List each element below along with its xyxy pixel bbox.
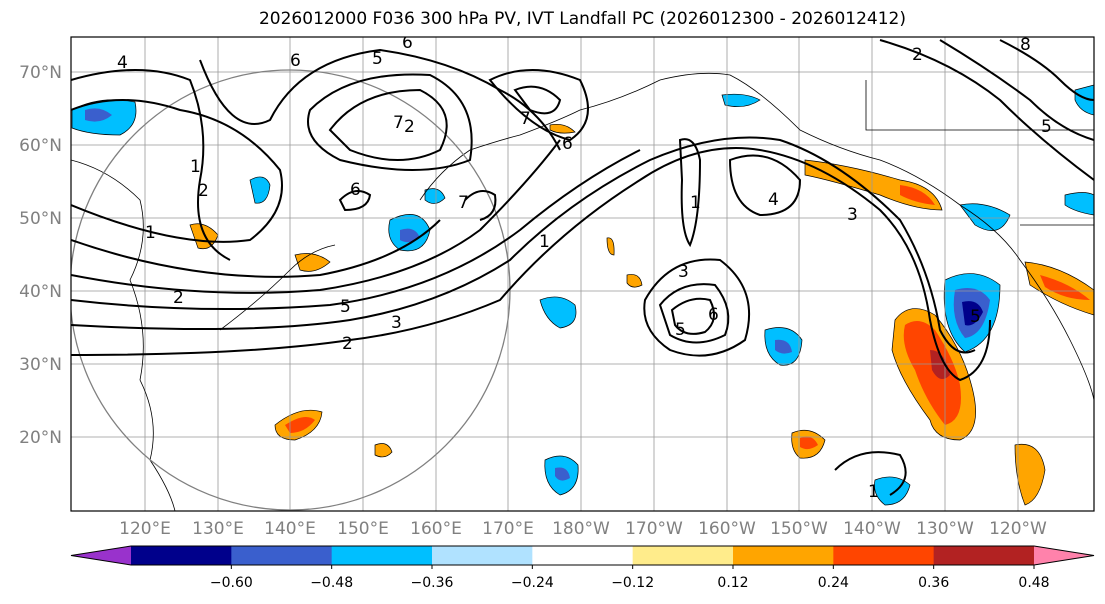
- colorbar-bin: [933, 546, 1035, 565]
- colorbar-extend-max: [1034, 546, 1094, 565]
- svg-text:170°W: 170°W: [625, 519, 683, 539]
- colorbar-bin: [733, 546, 834, 565]
- colorbar: −0.60 −0.48 −0.36 −0.24 −0.12 0.12 0.24 0.36 0.4…: [70, 545, 1095, 591]
- svg-text:40°N: 40°N: [19, 282, 62, 302]
- contour-labels: 4 6 5 6 2 1 7 2 6 7 6 1 5 3 2 2 1 7 1 3 …: [117, 33, 1052, 502]
- svg-text:140°E: 140°E: [264, 519, 316, 539]
- pv-anomaly-neg: [85, 108, 112, 122]
- svg-text:6: 6: [290, 51, 301, 71]
- svg-text:1: 1: [145, 223, 156, 243]
- svg-text:6: 6: [402, 33, 413, 53]
- colorbar-tick-label: −0.48: [310, 575, 353, 591]
- svg-text:4: 4: [768, 190, 779, 210]
- svg-text:5: 5: [340, 297, 351, 317]
- svg-text:20°N: 20°N: [19, 428, 62, 448]
- svg-text:130°E: 130°E: [192, 519, 244, 539]
- colorbar-bin: [532, 546, 634, 565]
- colorbar-bin: [833, 546, 935, 565]
- colorbar-tick-label: −0.60: [210, 575, 253, 591]
- svg-text:170°E: 170°E: [482, 519, 534, 539]
- svg-text:2: 2: [342, 334, 353, 354]
- plot-title: 2026012000 F036 300 hPa PV, IVT Landfall…: [258, 9, 906, 29]
- svg-text:130°W: 130°W: [916, 519, 974, 539]
- svg-text:1: 1: [868, 482, 879, 502]
- svg-text:60°N: 60°N: [19, 136, 62, 156]
- colorbar-tick-label: 0.48: [1018, 575, 1049, 591]
- svg-text:120°E: 120°E: [119, 519, 171, 539]
- svg-text:8: 8: [1020, 35, 1031, 55]
- svg-text:4: 4: [117, 53, 128, 73]
- svg-text:7: 7: [458, 193, 469, 213]
- colorbar-tick-label: −0.36: [411, 575, 454, 591]
- svg-text:120°W: 120°W: [989, 519, 1047, 539]
- colorbar-tick-label: 0.24: [818, 575, 849, 591]
- svg-text:5: 5: [1041, 117, 1052, 137]
- svg-text:6: 6: [350, 180, 361, 200]
- svg-text:5: 5: [372, 49, 383, 69]
- colorbar-bin: [432, 546, 533, 565]
- colorbar-extend-min: [71, 546, 131, 565]
- svg-text:2: 2: [404, 117, 415, 137]
- svg-text:3: 3: [391, 313, 402, 333]
- svg-text:140°W: 140°W: [843, 519, 901, 539]
- svg-text:1: 1: [190, 157, 201, 177]
- svg-text:1: 1: [539, 232, 550, 252]
- svg-text:1: 1: [690, 193, 701, 213]
- colorbar-tick-label: −0.24: [511, 575, 554, 591]
- svg-text:7: 7: [393, 113, 404, 133]
- colorbar-bin: [131, 546, 232, 565]
- svg-text:3: 3: [847, 205, 858, 225]
- svg-text:160°E: 160°E: [410, 519, 462, 539]
- longitude-labels: 120°E 130°E 140°E 150°E 160°E 170°E 180°…: [119, 519, 1047, 539]
- map-area: 4 6 5 6 2 1 7 2 6 7 6 1 5 3 2 2 1 7 1 3 …: [71, 33, 1094, 511]
- colorbar-tick-label: 0.12: [717, 575, 748, 591]
- colorbar-tick-label: 0.36: [918, 575, 949, 591]
- svg-text:5: 5: [970, 307, 981, 327]
- svg-text:7: 7: [520, 109, 531, 129]
- svg-text:150°E: 150°E: [337, 519, 389, 539]
- svg-text:3: 3: [678, 262, 689, 282]
- svg-text:160°W: 160°W: [698, 519, 756, 539]
- colorbar-bin: [231, 546, 333, 565]
- shading-layer: [71, 84, 1094, 506]
- colorbar-tick-label: −0.12: [611, 575, 654, 591]
- svg-text:150°W: 150°W: [770, 519, 828, 539]
- svg-text:30°N: 30°N: [19, 355, 62, 375]
- svg-text:2: 2: [173, 288, 184, 308]
- coastlines: [71, 72, 1094, 511]
- svg-text:2: 2: [198, 181, 209, 201]
- latitude-labels: 70°N 60°N 50°N 40°N 30°N 20°N: [19, 63, 62, 448]
- svg-text:70°N: 70°N: [19, 63, 62, 83]
- colorbar-bin: [331, 546, 433, 565]
- svg-text:50°N: 50°N: [19, 209, 62, 229]
- svg-text:180°W: 180°W: [552, 519, 610, 539]
- colorbar-outline: [70, 545, 1095, 566]
- svg-text:2: 2: [912, 45, 923, 65]
- colorbar-bin: [632, 546, 734, 565]
- svg-text:6: 6: [562, 134, 573, 154]
- svg-text:5: 5: [675, 320, 686, 340]
- pv-contours: [71, 39, 1094, 496]
- map-frame: [70, 36, 1095, 512]
- svg-text:6: 6: [708, 305, 719, 325]
